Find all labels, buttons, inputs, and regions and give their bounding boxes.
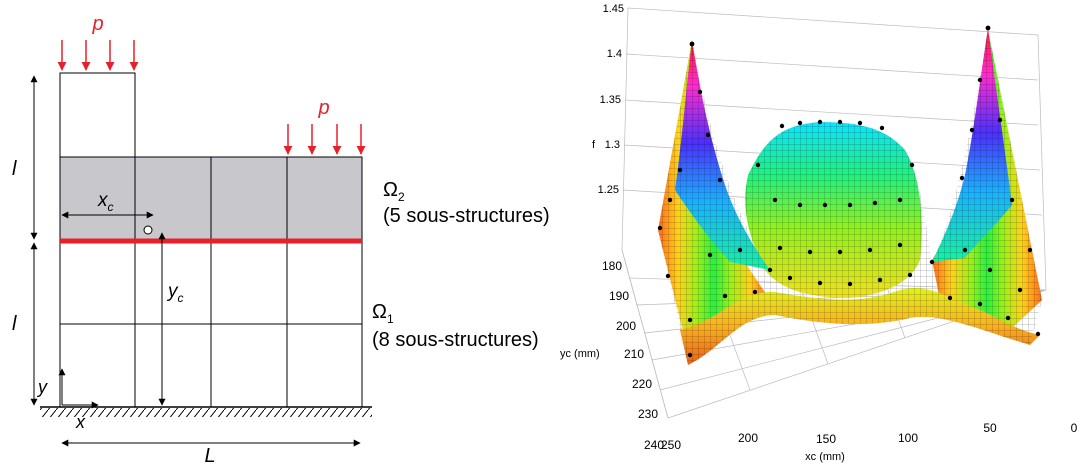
y-tick: 240 (644, 438, 664, 452)
x-tick: 200 (738, 431, 758, 445)
yc-label: yc (166, 281, 184, 305)
y-tick: 190 (609, 289, 629, 303)
z-tick: 1.35 (600, 94, 621, 106)
substructure-grid (60, 157, 362, 407)
top-block (59, 72, 136, 158)
y-axis-label: yc (mm) (560, 348, 600, 360)
y-tick: 210 (624, 347, 644, 361)
z-axis-label: f (592, 139, 596, 151)
dim-l-upper: l (12, 158, 17, 180)
omega1-label: Ω1 (372, 301, 394, 326)
z-tick: 1.25 (598, 184, 619, 196)
y-tick: 220 (632, 377, 652, 391)
omega2-label: Ω2 (383, 179, 405, 204)
x-axis-ticks: 250 200 150 100 50 0 (661, 421, 1078, 452)
surface-mesh (658, 28, 1042, 365)
surface-plot: 1.45 1.4 1.35 1.3 1.25 f 180 190 200 210… (560, 3, 1078, 463)
z-tick: 1.45 (603, 3, 624, 15)
x-tick: 0 (1071, 421, 1078, 435)
data-markers (657, 25, 1041, 358)
right-load-arrows (283, 124, 366, 155)
omega1-desc: (8 sous-structures) (372, 329, 539, 351)
dim-L: L (204, 445, 215, 465)
x-axis-label: xc (mm) (805, 451, 845, 463)
z-tick: 1.3 (605, 139, 620, 151)
y-tick: 180 (602, 259, 622, 273)
omega2-desc: (5 sous-structures) (383, 205, 550, 227)
top-load-arrows (57, 40, 139, 71)
axis-y-label: y (36, 377, 48, 397)
x-tick: 50 (983, 421, 997, 435)
z-axis-ticks: 1.45 1.4 1.35 1.3 1.25 (598, 3, 624, 196)
x-tick: 150 (816, 432, 836, 446)
load-label-top: p (91, 13, 103, 35)
y-tick: 200 (616, 319, 636, 333)
dim-l-lower: l (12, 313, 17, 335)
load-label-right: p (317, 97, 329, 119)
substructure-diagram: p p l l L xc yc y x Ω2 (5 sous-structure… (12, 13, 550, 465)
x-tick: 250 (661, 438, 681, 452)
ground-hatch (40, 408, 372, 417)
center-point (143, 225, 153, 235)
y-axis-ticks: 180 190 200 210 220 230 240 (602, 259, 664, 452)
x-tick: 100 (898, 431, 918, 445)
z-tick: 1.4 (607, 48, 622, 60)
y-tick: 230 (638, 407, 658, 421)
axis-x-label: x (75, 412, 86, 432)
xc-label: xc (97, 190, 114, 214)
